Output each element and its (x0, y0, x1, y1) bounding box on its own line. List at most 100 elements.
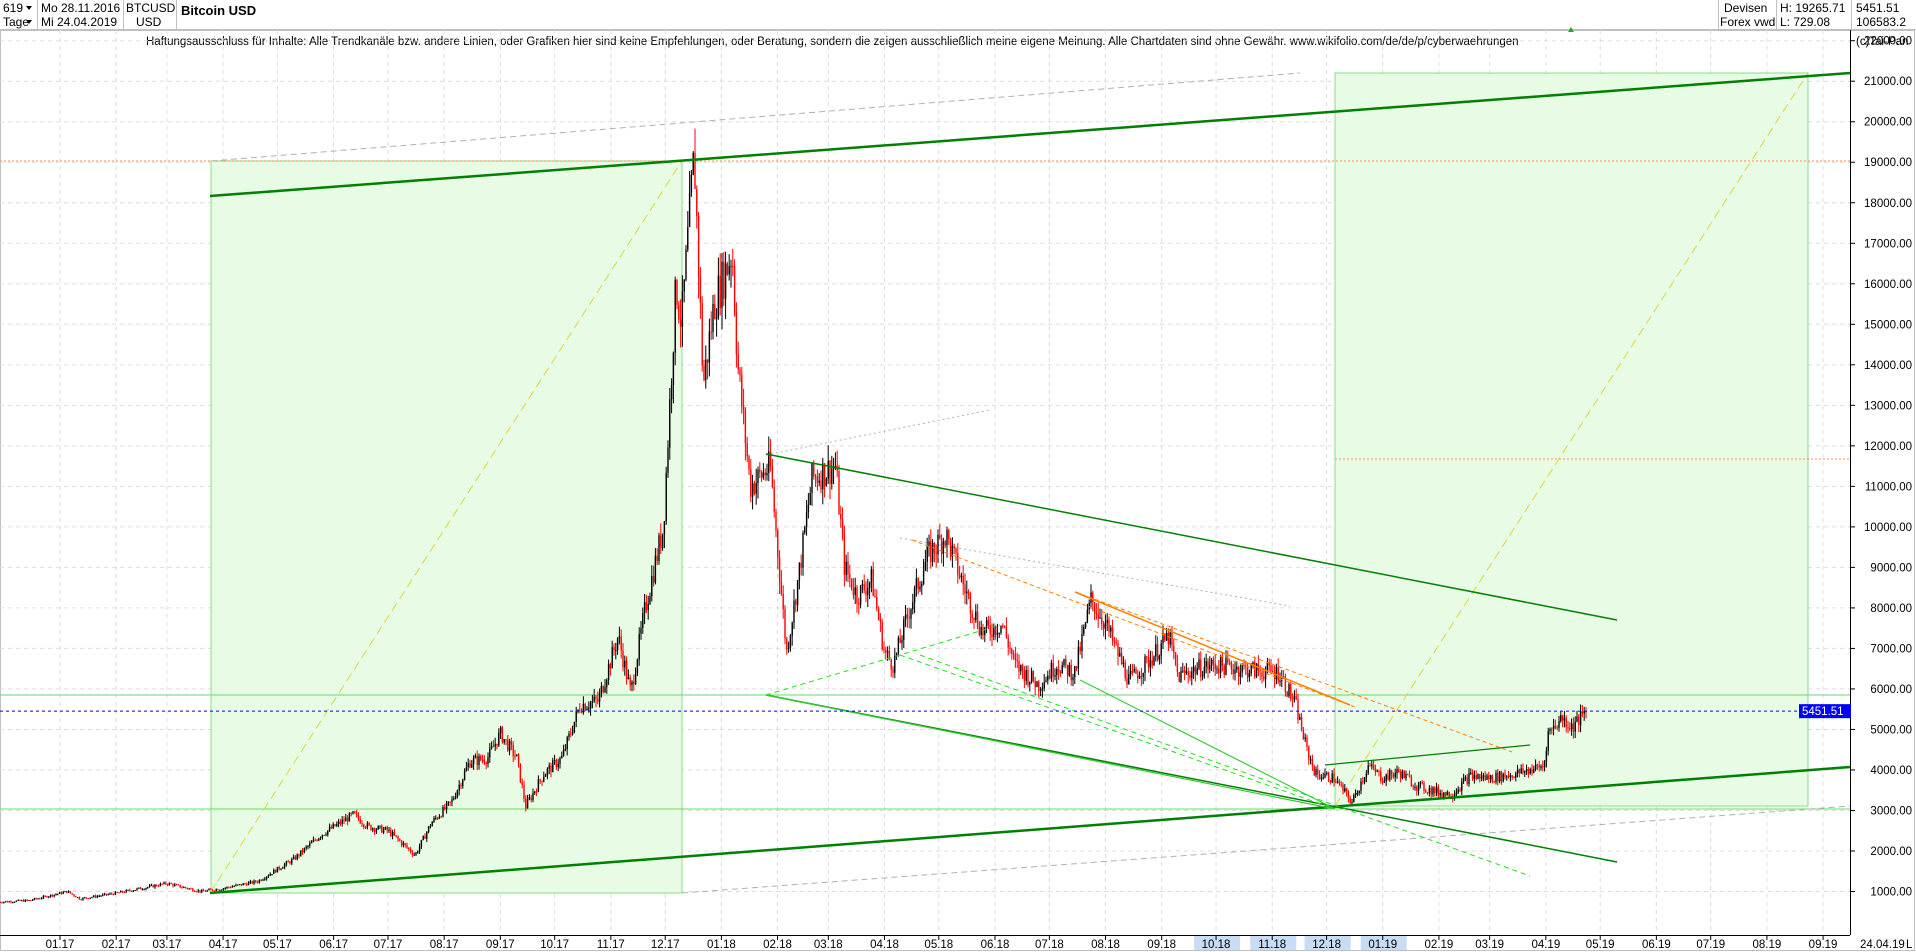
candle-body (1570, 723, 1573, 730)
candle-body (244, 883, 246, 885)
candle-body (476, 755, 478, 765)
x-tick-label: 05.17 (263, 939, 292, 951)
candles (0, 128, 1587, 904)
candle-body (1293, 696, 1296, 700)
candle-body (40, 898, 43, 900)
candle-body (726, 263, 729, 275)
candle-body (1286, 691, 1288, 697)
to-date[interactable]: Mi 24.04.2019 (41, 15, 117, 29)
candle-body (105, 893, 108, 895)
candle-body (93, 895, 95, 898)
candle-body (195, 891, 198, 893)
bar-count-dropdown-icon[interactable] (26, 6, 32, 10)
candle-body (521, 782, 523, 785)
candle-body (690, 174, 693, 193)
candle-body (15, 900, 18, 902)
candle-body (1324, 773, 1326, 778)
candle-body (1205, 661, 1207, 667)
candle-body (665, 472, 667, 522)
candle-body (163, 882, 165, 885)
candle-body (852, 588, 855, 595)
candle-body (895, 652, 898, 657)
candle-body (728, 266, 730, 275)
candle-body (550, 765, 552, 773)
candle-body (346, 817, 349, 822)
candle-body (1079, 646, 1081, 652)
candle-body (604, 686, 606, 693)
candle-body (1128, 674, 1130, 685)
candle-body (1507, 776, 1510, 778)
candle-body (1173, 645, 1175, 653)
candle-body (1268, 662, 1270, 666)
copyright-label: (c)Tai-Pan (1856, 36, 1908, 48)
candle-body (1164, 634, 1166, 641)
candle-body (156, 884, 158, 887)
bar-count[interactable]: 619 (3, 1, 23, 15)
candle-body (274, 869, 277, 873)
candle-body (307, 845, 309, 847)
candle-body (418, 846, 421, 852)
candle-body (991, 633, 993, 637)
candle-body (1513, 777, 1515, 779)
interval-dropdown-icon[interactable] (26, 20, 32, 24)
candle-body (206, 890, 208, 892)
candle-body (1200, 659, 1202, 677)
candle-body (1495, 772, 1497, 783)
candle-body (478, 755, 480, 765)
from-date[interactable]: Mo 28.11.2016 (41, 1, 120, 15)
candle-body (517, 754, 520, 764)
candle-body (1426, 792, 1429, 794)
candle-body (841, 519, 844, 535)
candle-body (552, 760, 554, 773)
candle-body (26, 899, 28, 901)
candle-body (37, 898, 39, 900)
candle-body (528, 797, 531, 800)
candle-body (755, 482, 757, 494)
candle-body (1216, 668, 1218, 670)
candle-body (1398, 769, 1400, 772)
candle-body (348, 813, 351, 822)
candle-body (282, 867, 284, 869)
candle-body (127, 889, 129, 891)
candle-body (1279, 680, 1281, 682)
candle-body (400, 840, 403, 846)
candle-body (868, 582, 871, 588)
candle-body (1351, 802, 1353, 804)
interval-label[interactable]: Tage (3, 15, 29, 29)
y-tick-label: 7000.00 (1870, 643, 1912, 655)
x-tick-label: 07.18 (1035, 939, 1064, 951)
candle-body (262, 879, 264, 881)
candle-body (1363, 777, 1366, 782)
candle-body (339, 821, 342, 824)
scroll-marker-icon[interactable] (1568, 27, 1574, 32)
candle-body (132, 890, 135, 892)
trend-channel-upper (765, 453, 1618, 621)
candle-body (1313, 766, 1315, 776)
x-tick-highlight (1250, 936, 1297, 950)
candle-body (1569, 728, 1571, 730)
candle-body (573, 721, 576, 733)
candle-body (1567, 727, 1569, 729)
candle-body (535, 791, 538, 793)
x-tick-label: 01.18 (707, 939, 736, 951)
candle-body (296, 854, 298, 860)
source-label: Forex vwd (1720, 15, 1775, 29)
candle-body (100, 895, 102, 897)
candle-body (881, 622, 883, 650)
candle-body (679, 319, 682, 327)
trend-fan-6 (1324, 744, 1531, 766)
candle-body (503, 739, 505, 743)
candle-body (67, 891, 70, 893)
candle-body (147, 887, 149, 889)
candle-body (757, 469, 759, 483)
candle-body (316, 840, 318, 842)
candle-body (197, 890, 199, 892)
x-tick-label: 01.17 (46, 939, 75, 951)
trend-overlay (0, 72, 1851, 894)
candle-body (1444, 792, 1447, 796)
candle-body (1518, 769, 1521, 774)
candle-body (1545, 750, 1548, 762)
candle-body (1104, 622, 1107, 629)
y-tick-label: 1000.00 (1870, 887, 1912, 899)
candle-body (582, 704, 585, 713)
